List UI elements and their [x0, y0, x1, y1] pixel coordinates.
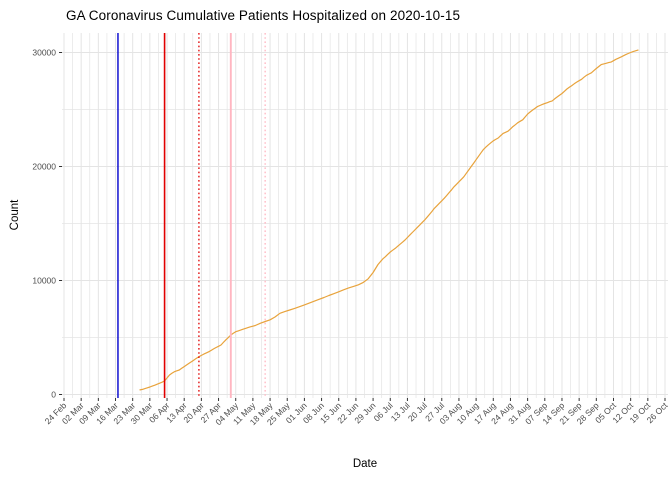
chart-title: GA Coronavirus Cumulative Patients Hospi… — [66, 8, 461, 23]
y-tick-label: 20000 — [32, 162, 56, 172]
series-cumulative-patients-hospitalized — [139, 49, 639, 391]
y-tick-label: 0 — [51, 390, 56, 400]
y-axis-title: Count — [9, 199, 21, 231]
y-tick-label: 10000 — [32, 276, 56, 286]
x-axis-title: Date — [352, 458, 378, 470]
y-tick-label: 30000 — [32, 48, 56, 58]
